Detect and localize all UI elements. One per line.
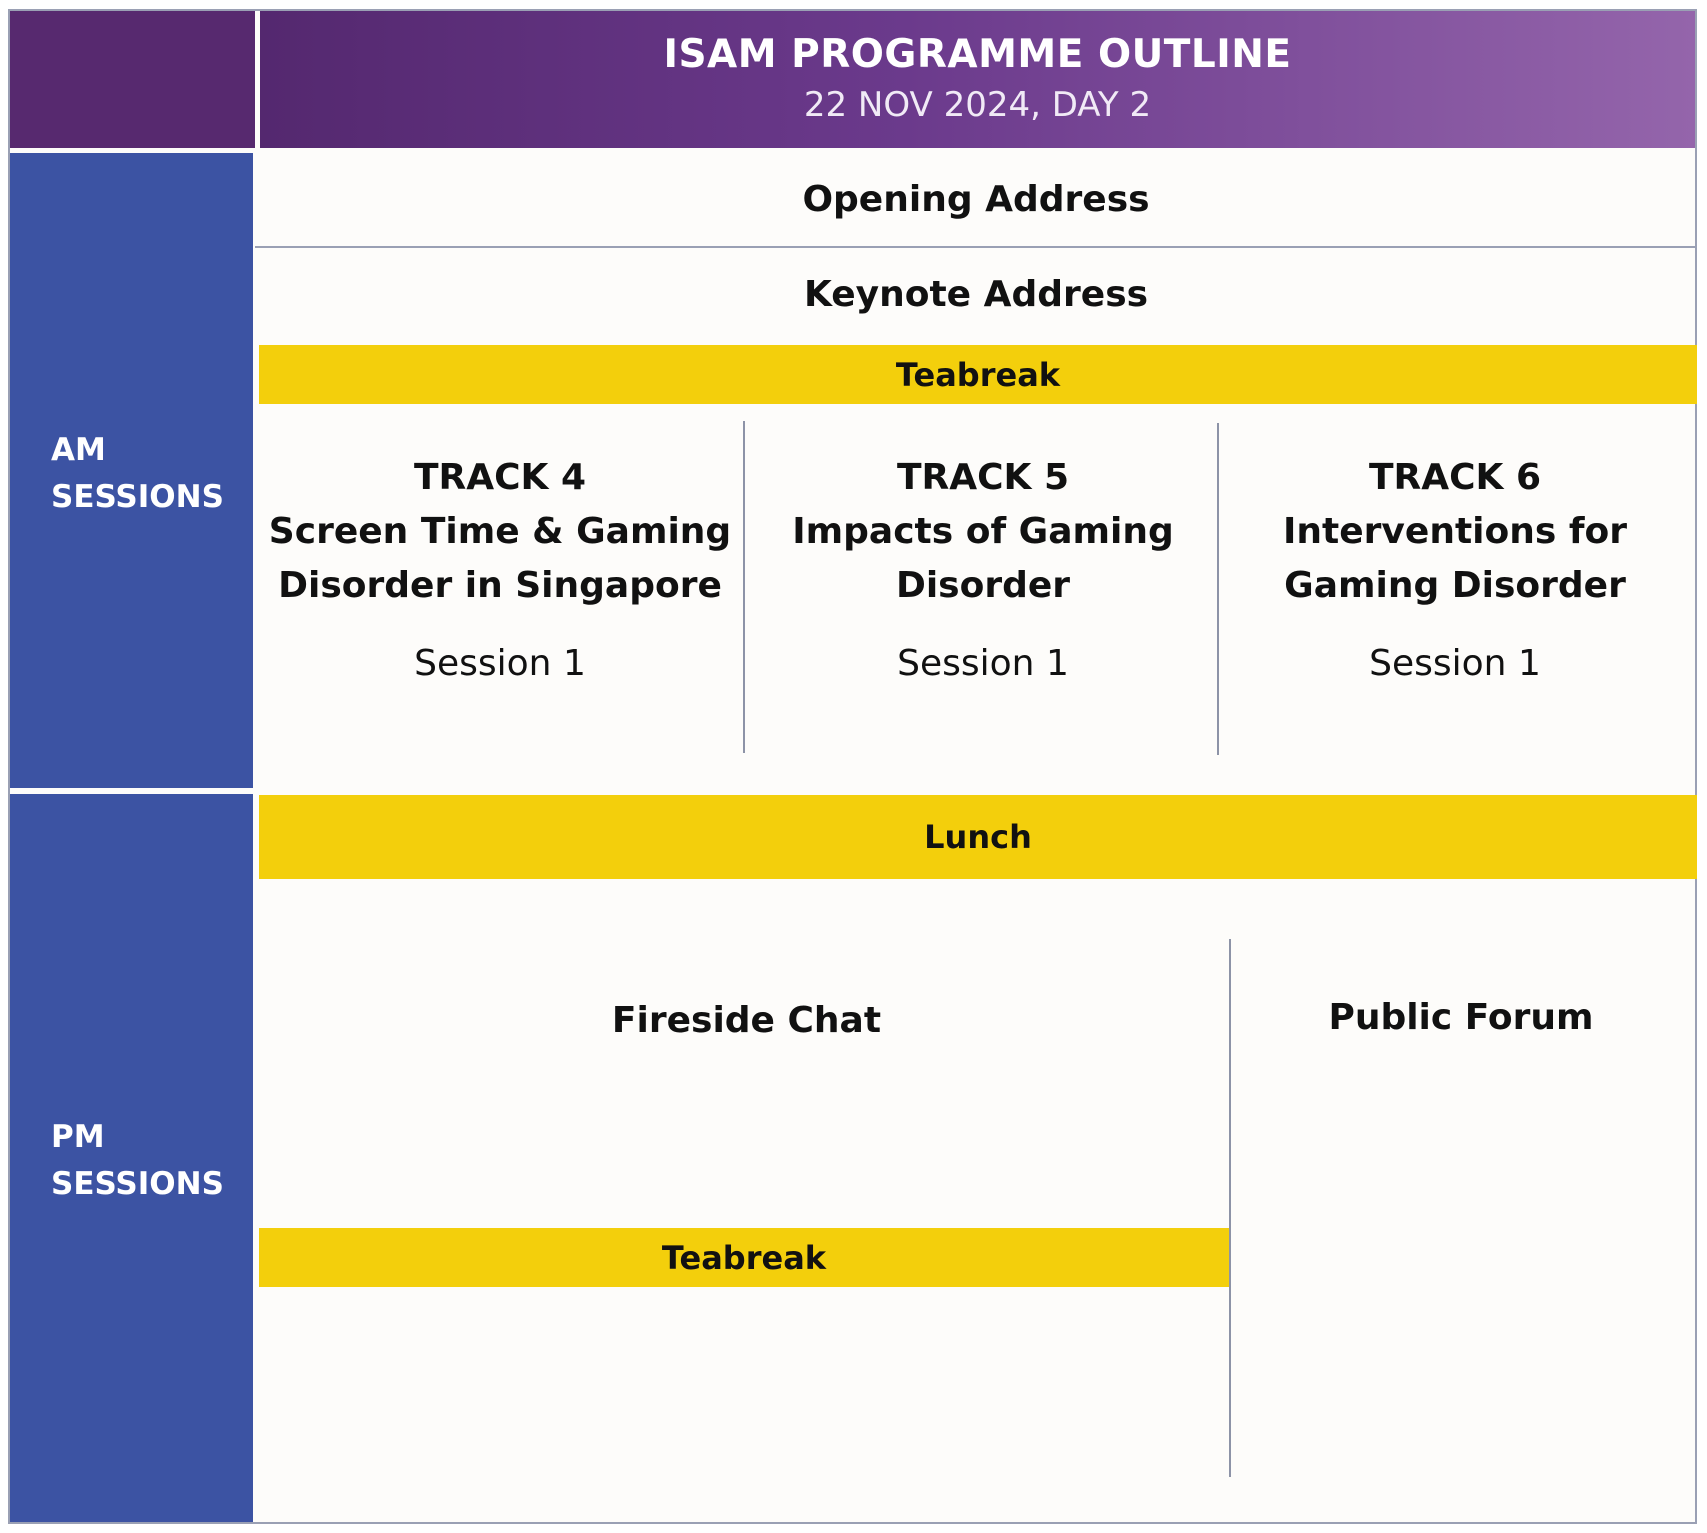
lunch-bar: Lunch <box>259 795 1697 879</box>
track-divider <box>1217 423 1219 755</box>
pm-column-divider <box>1229 939 1231 1477</box>
header-corner-cell <box>10 11 255 148</box>
keynote-address: Keynote Address <box>803 273 1149 315</box>
row-divider <box>255 246 1697 248</box>
am-teabreak-bar: Teabreak <box>259 345 1697 404</box>
track-4-title-line1: Screen Time & Gaming <box>268 511 732 552</box>
track-4-session: Session 1 <box>414 643 586 684</box>
am-sessions-label-cell: AM SESSIONS <box>10 153 253 788</box>
pm-teabreak-bar: Teabreak <box>259 1228 1229 1287</box>
track-6-cell: TRACK 6 Interventions for Gaming Disorde… <box>1225 451 1685 691</box>
track-5-label: TRACK 5 <box>896 457 1070 498</box>
opening-address: Opening Address <box>802 178 1150 220</box>
track-6-session: Session 1 <box>1369 643 1541 684</box>
track-5-title-line1: Impacts of Gaming <box>792 511 1174 552</box>
fireside-chat: Fireside Chat <box>611 999 882 1041</box>
track-5-session: Session 1 <box>897 643 1069 684</box>
track-divider <box>743 421 745 753</box>
track-6-label: TRACK 6 <box>1368 457 1542 498</box>
am-label: AM <box>51 432 106 468</box>
public-forum: Public Forum <box>1328 996 1594 1038</box>
track-5-cell: TRACK 5 Impacts of Gaming Disorder Sessi… <box>750 451 1216 691</box>
track-4-cell: TRACK 4 Screen Time & Gaming Disorder in… <box>265 451 735 691</box>
pm-label: PM <box>51 1119 105 1155</box>
programme-title: ISAM PROGRAMME OUTLINE <box>663 31 1292 77</box>
track-5-title-line2: Disorder <box>895 565 1071 606</box>
track-4-title-line2: Disorder in Singapore <box>278 565 722 606</box>
track-4-label: TRACK 4 <box>413 457 587 498</box>
track-6-title-line2: Gaming Disorder <box>1284 565 1626 606</box>
programme-header: ISAM PROGRAMME OUTLINE 22 NOV 2024, DAY … <box>260 11 1695 148</box>
pm-sessions-label-cell: PM SESSIONS <box>10 794 253 1522</box>
programme-date: 22 NOV 2024, DAY 2 <box>803 84 1152 125</box>
am-sessions-label: SESSIONS <box>51 479 224 515</box>
pm-sessions-label: SESSIONS <box>51 1166 224 1202</box>
track-6-title-line1: Interventions for <box>1283 511 1627 552</box>
